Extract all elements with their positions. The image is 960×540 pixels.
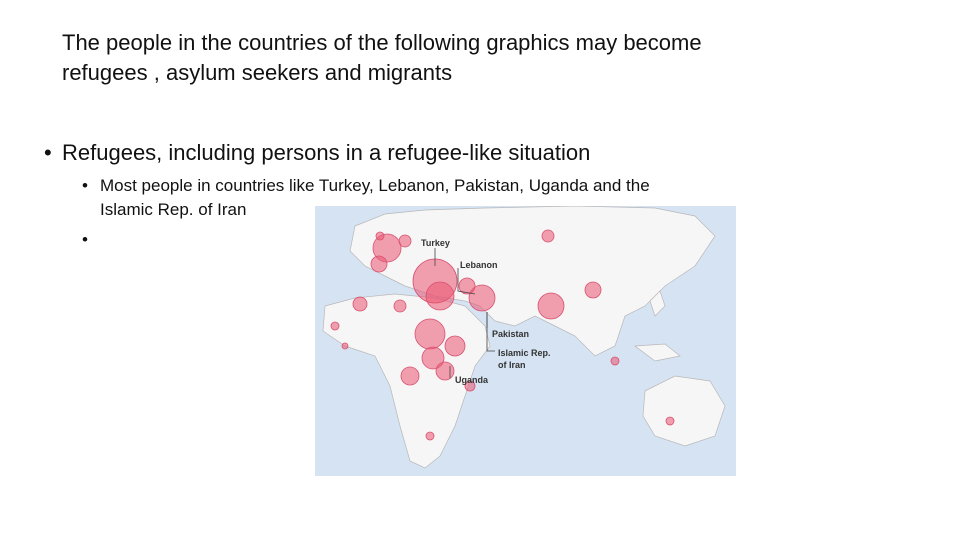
- refugee-circles: [330, 229, 675, 441]
- sub-bullet-line: Most people in countries like Turkey, Le…: [100, 176, 650, 195]
- title-line: refugees , asylum seekers and migrants: [62, 60, 453, 85]
- bullet-marker: •: [82, 176, 88, 195]
- sub-bullet-line: Islamic Rep. of Iran: [100, 200, 247, 219]
- map-label: Uganda: [455, 375, 489, 385]
- title-line: The people in the countries of the follo…: [62, 30, 702, 55]
- map-label: Turkey: [421, 238, 450, 248]
- refugee-map: Turkey Lebanon Pakistan Islamic Rep. of …: [315, 206, 736, 476]
- map-label: Pakistan: [492, 329, 529, 339]
- slide-title: The people in the countries of the follo…: [62, 28, 702, 88]
- map-label: Lebanon: [460, 260, 498, 270]
- bullet-text: Refugees, including persons in a refugee…: [62, 140, 591, 165]
- bullet-marker: •: [44, 140, 52, 165]
- map-label: Islamic Rep.: [498, 348, 551, 358]
- leader-lines: [434, 248, 495, 378]
- bullet: • Refugees, including persons in a refug…: [44, 138, 591, 168]
- sub-bullet: • Most people in countries like Turkey, …: [82, 174, 650, 222]
- map-label: of Iran: [498, 360, 526, 370]
- bullet-marker: •: [82, 230, 88, 249]
